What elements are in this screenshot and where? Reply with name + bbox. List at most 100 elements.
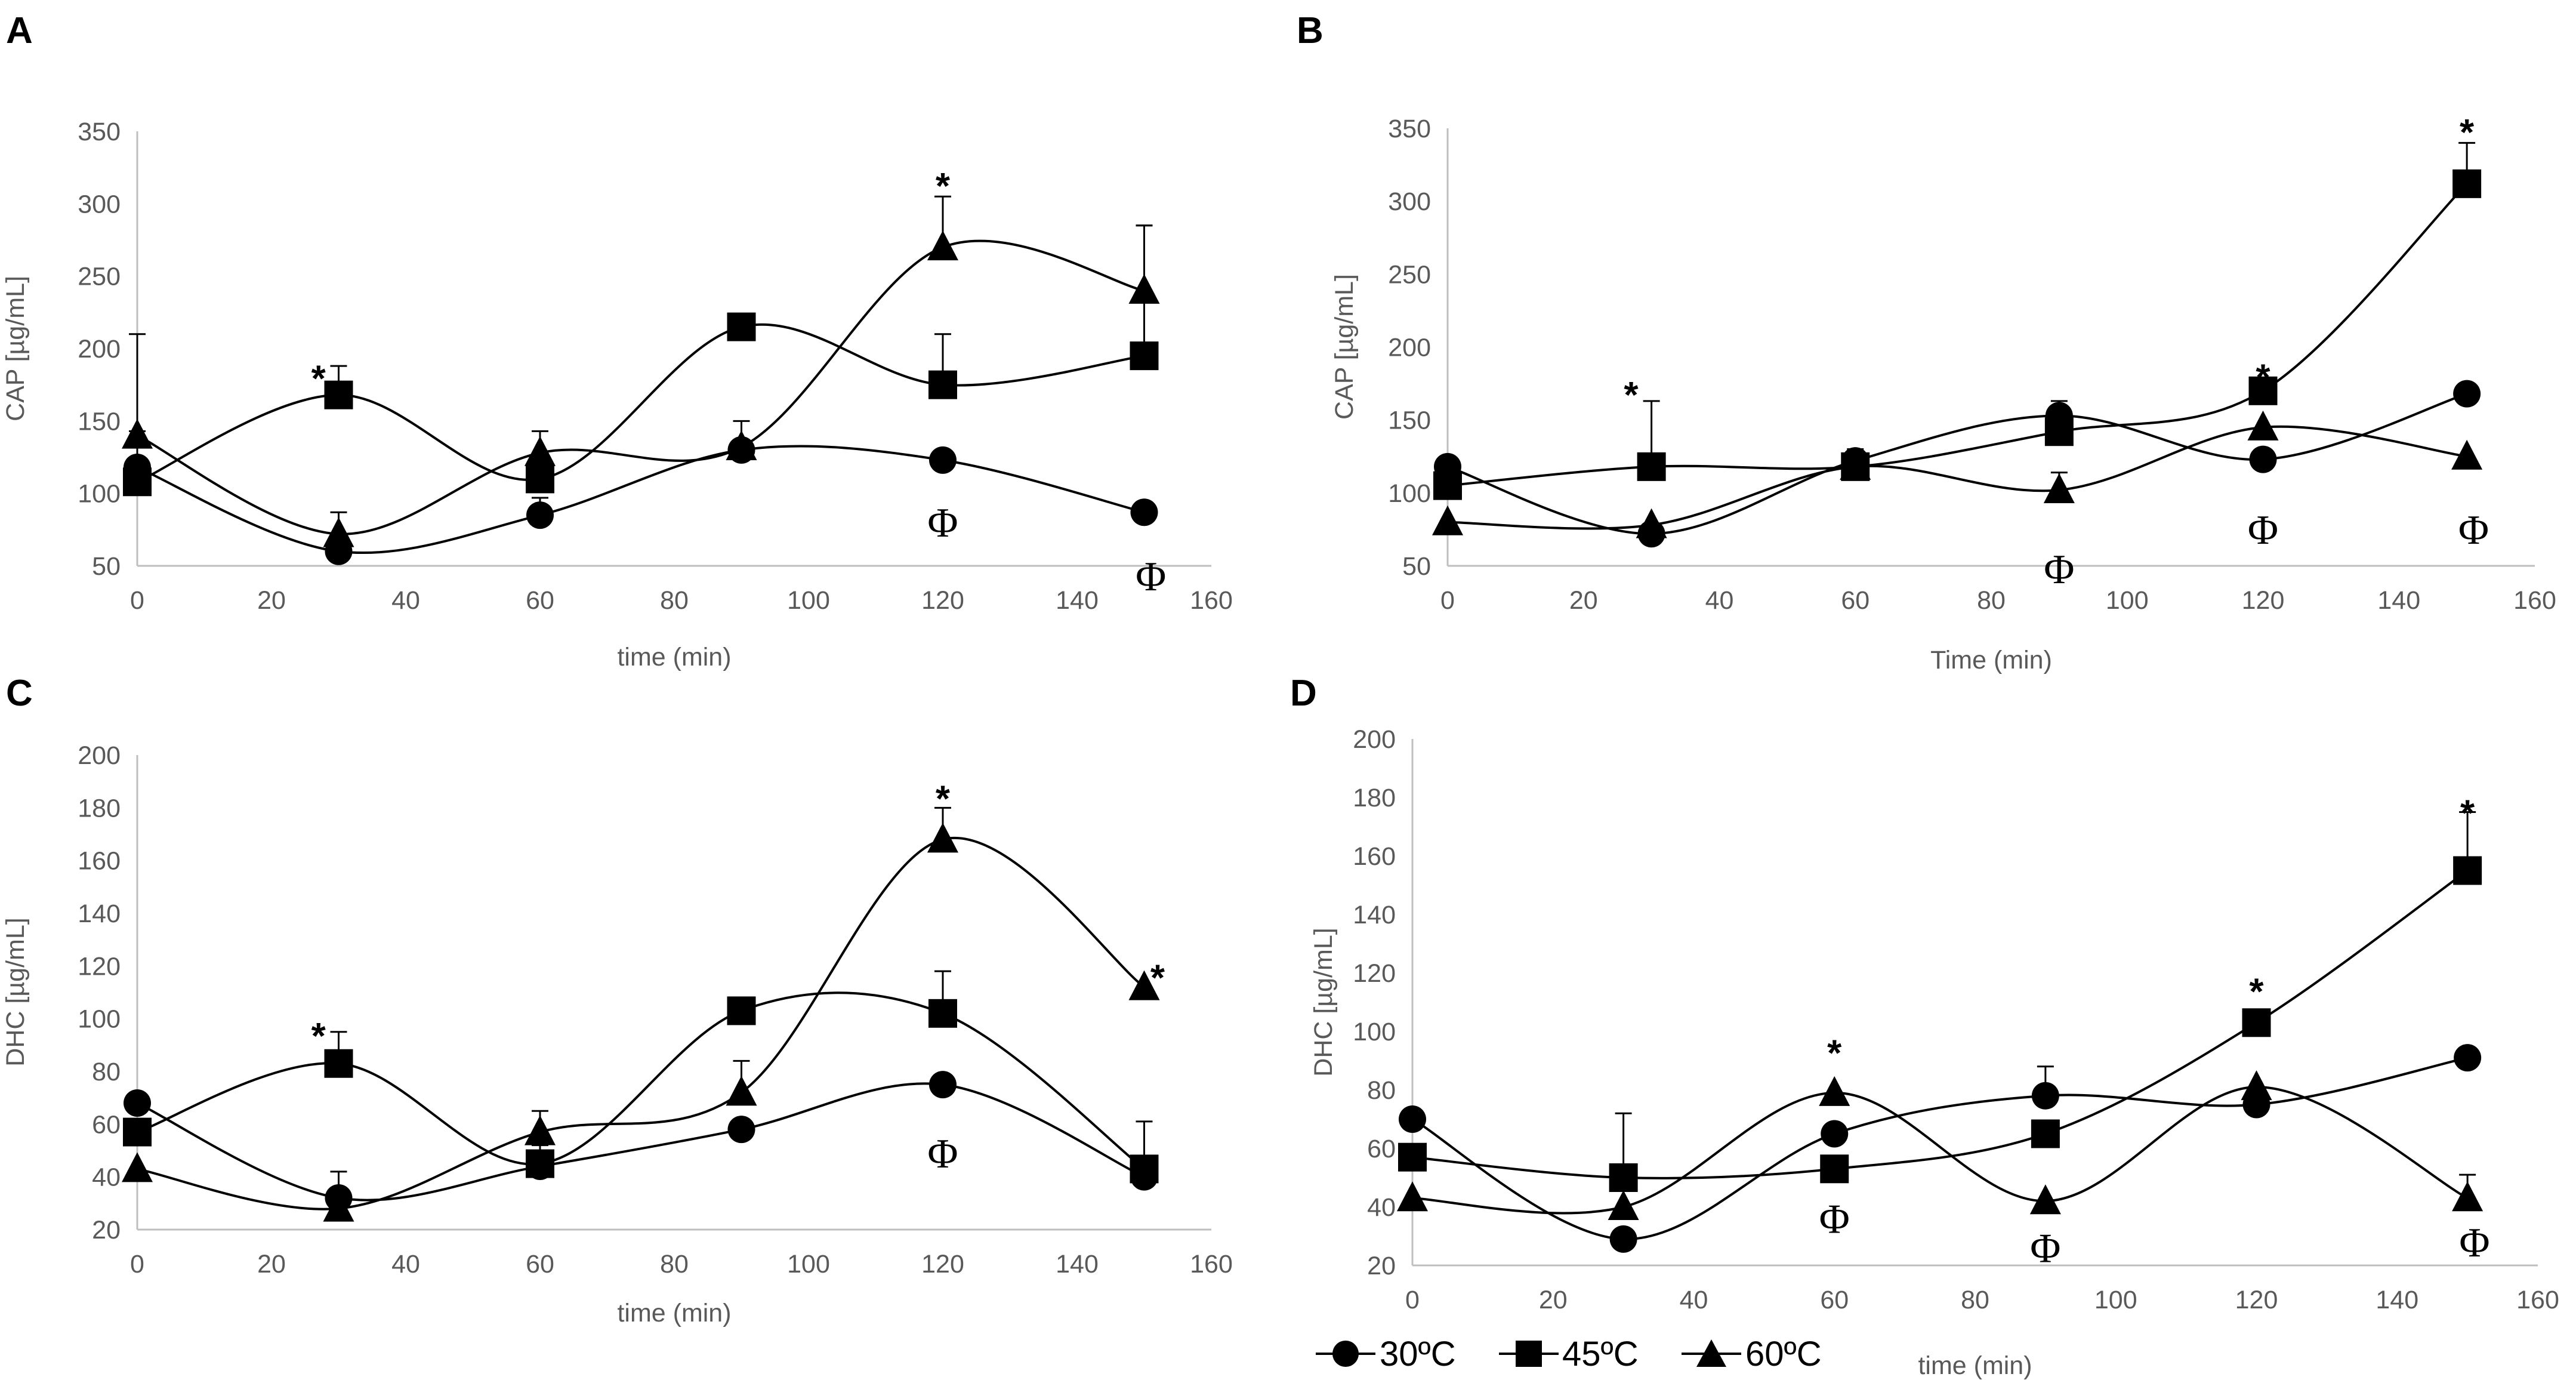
x-tick-label: 60	[526, 586, 554, 615]
x-tick-label: 140	[1056, 1250, 1099, 1279]
x-tick-label: 100	[2106, 586, 2149, 615]
data-point-triangle	[1636, 508, 1667, 538]
data-point-square	[2031, 1119, 2060, 1148]
x-tick-label: 120	[2242, 586, 2285, 615]
significance-asterisk: *	[2256, 357, 2270, 398]
y-axis-label: DHC [µg/mL]	[1309, 928, 1338, 1076]
data-point-square	[1820, 1154, 1849, 1184]
x-tick-label: 40	[391, 1250, 420, 1279]
series-line-30c	[137, 445, 1145, 555]
data-point-triangle	[1840, 449, 1871, 480]
panel-label: D	[1290, 673, 1317, 714]
y-tick-label: 100	[78, 480, 121, 509]
data-point-triangle	[1608, 1190, 1639, 1220]
data-point-circle	[2031, 1082, 2059, 1110]
series-line-30c	[137, 1082, 1145, 1202]
significance-asterisk: *	[1827, 1033, 1842, 1074]
significance-phi: Φ	[1136, 554, 1166, 600]
x-axis-label: time (min)	[617, 1299, 731, 1327]
y-tick-label: 60	[1367, 1135, 1396, 1163]
panel-a: A 50 100 150 200 250 300 350 0 20 40 60 80 100 120 140 1…	[1, 10, 1233, 671]
x-tick-label: 20	[1539, 1286, 1568, 1314]
data-point-triangle	[323, 517, 354, 547]
significance-phi: Φ	[927, 500, 958, 546]
significance-asterisk: *	[311, 1016, 326, 1057]
series-line-60c	[1412, 1086, 2469, 1215]
x-tick-label: 0	[1405, 1286, 1420, 1314]
x-tick-label: 0	[130, 586, 144, 615]
legend: 30ºC 45ºC 60ºC	[1316, 1335, 1822, 1373]
panel-c: C 20 40 60 80 100 120 140 160 180 200 0 20 40 60 80 100 1…	[1, 673, 1233, 1327]
x-tick-label: 40	[391, 586, 420, 615]
data-point-circle	[727, 1116, 755, 1144]
data-point-square	[1130, 1154, 1159, 1184]
data-point-square	[123, 467, 152, 497]
data-point-square	[2044, 417, 2074, 446]
series-line-45c	[137, 991, 1145, 1170]
data-point-square	[928, 370, 957, 399]
y-tick-label: 250	[78, 263, 121, 291]
x-tick-label: 120	[921, 1250, 964, 1279]
y-tick-label: 60	[92, 1110, 121, 1139]
data-point-circle	[929, 446, 957, 474]
y-tick-label: 200	[78, 335, 121, 364]
significance-asterisk: *	[2249, 972, 2264, 1013]
y-tick-label: 200	[1353, 725, 1396, 754]
data-point-square	[2242, 1008, 2271, 1037]
data-point-triangle	[1397, 1181, 1428, 1212]
y-tick-label: 20	[1367, 1252, 1396, 1280]
data-point-square	[2452, 169, 2482, 198]
data-point-triangle	[525, 1115, 556, 1145]
x-tick-label: 100	[2094, 1286, 2137, 1314]
y-tick-label: 160	[78, 847, 121, 876]
y-tick-label: 350	[78, 118, 121, 146]
y-tick-label: 40	[1367, 1193, 1396, 1222]
data-point-triangle	[1128, 273, 1160, 304]
data-point-triangle	[525, 436, 556, 466]
data-point-triangle	[927, 823, 958, 853]
y-tick-label: 180	[78, 794, 121, 823]
data-point-square	[123, 1117, 152, 1147]
y-tick-label: 150	[1388, 406, 1431, 435]
significance-phi: Φ	[2030, 1226, 2060, 1272]
data-point-triangle	[2029, 1184, 2061, 1215]
y-tick-label: 140	[1353, 901, 1396, 929]
x-tick-label: 60	[1841, 586, 1869, 615]
legend-marker-30c	[1332, 1341, 1359, 1367]
x-tick-label: 100	[787, 586, 830, 615]
data-point-square	[727, 312, 756, 341]
data-point-circle	[1399, 1105, 1426, 1133]
x-tick-label: 0	[1440, 586, 1455, 615]
y-axis-label: DHC [µg/mL]	[1, 917, 30, 1066]
y-tick-label: 120	[1353, 959, 1396, 988]
x-tick-label: 160	[2513, 586, 2556, 615]
x-axis-label: time (min)	[617, 643, 731, 671]
series-line-60c	[137, 239, 1144, 535]
series-line-60c	[1447, 425, 2467, 530]
data-point-triangle	[2451, 439, 2483, 470]
data-point-square	[727, 996, 756, 1025]
x-tick-label: 160	[2516, 1286, 2559, 1314]
legend-marker-60c	[1696, 1339, 1726, 1367]
significance-phi: Φ	[927, 1131, 958, 1177]
y-tick-label: 200	[78, 741, 121, 770]
significance-phi: Φ	[2248, 507, 2278, 553]
x-tick-label: 0	[130, 1250, 144, 1279]
x-tick-label: 60	[1820, 1286, 1849, 1314]
significance-asterisk: *	[2460, 793, 2475, 834]
data-point-square	[1398, 1142, 1427, 1172]
data-point-square	[1637, 452, 1666, 481]
x-tick-label: 80	[660, 586, 689, 615]
series-line-30c	[1447, 392, 2467, 535]
y-tick-label: 50	[92, 552, 121, 581]
y-tick-label: 120	[78, 952, 121, 981]
significance-asterisk: *	[1624, 375, 1639, 416]
panel-label: B	[1297, 10, 1324, 51]
data-point-circle	[526, 501, 554, 529]
significance-phi: Φ	[2459, 1220, 2489, 1266]
y-tick-label: 150	[78, 407, 121, 436]
significance-phi: Φ	[2458, 507, 2489, 553]
y-tick-label: 200	[1388, 334, 1431, 362]
